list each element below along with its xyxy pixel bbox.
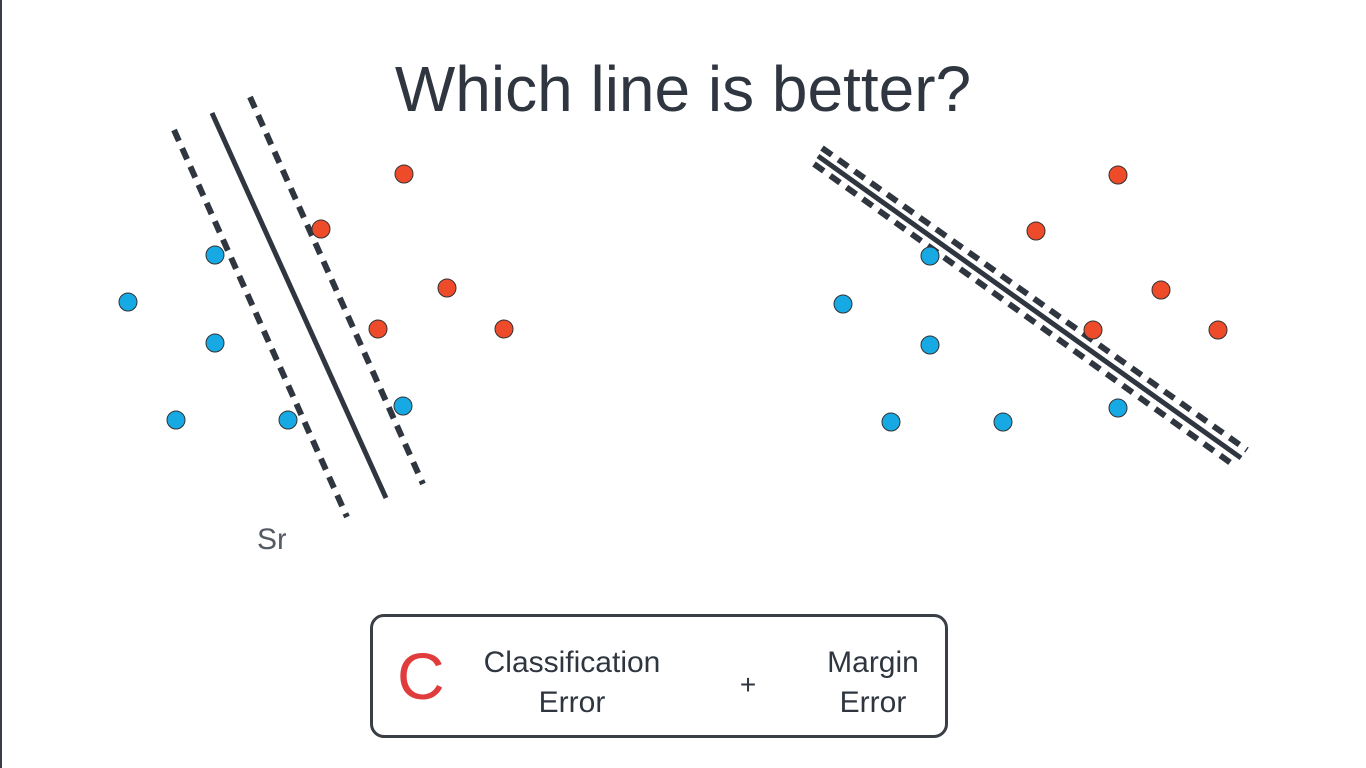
slide-left-border — [0, 0, 2, 768]
right-blue-point — [1108, 398, 1128, 418]
left-red-point — [311, 219, 331, 239]
right-blue-point — [993, 412, 1013, 432]
right-blue-point — [920, 246, 940, 266]
classification-error-term: Classification Error — [465, 643, 679, 723]
left-blue-point — [278, 410, 298, 430]
right-red-point — [1083, 320, 1103, 340]
left-red-point — [394, 164, 414, 184]
right-red-point — [1208, 320, 1228, 340]
right-red-point — [1151, 280, 1171, 300]
right-margin-dashed-line-1 — [820, 145, 1249, 453]
left-blue-point — [118, 292, 138, 312]
classification-error-line-2: Error — [538, 686, 606, 719]
left-panel — [118, 95, 514, 519]
plus-operator: + — [739, 669, 757, 700]
left-blue-point — [205, 245, 225, 265]
right-margin-dashed-line-2 — [812, 161, 1237, 469]
left-red-point — [437, 278, 457, 298]
right-red-point — [1108, 165, 1128, 185]
left-blue-point — [166, 410, 186, 430]
right-red-point — [1026, 221, 1046, 241]
right-panel — [812, 145, 1249, 469]
partial-caption-label: Sr — [257, 523, 286, 556]
left-red-point — [494, 319, 514, 339]
right-separator-line — [816, 153, 1243, 461]
left-blue-point — [205, 333, 225, 353]
right-blue-point — [920, 335, 940, 355]
right-blue-point — [881, 412, 901, 432]
margin-error-line-1: Margin — [827, 646, 919, 679]
margin-error-term: Margin Error — [813, 643, 933, 723]
left-margin-dashed-line-1 — [171, 128, 350, 519]
margin-error-line-2: Error — [839, 686, 907, 719]
left-separator-line — [209, 111, 389, 500]
classification-error-line-1: Classification — [483, 646, 661, 679]
formula-constant: C — [397, 639, 445, 713]
error-formula-box: C Classification Error + Margin Error — [370, 614, 948, 738]
left-red-point — [368, 319, 388, 339]
slide-title: Which line is better? — [394, 53, 972, 125]
left-blue-point — [393, 396, 413, 416]
right-blue-point — [833, 294, 853, 314]
left-margin-dashed-line-2 — [247, 95, 426, 486]
